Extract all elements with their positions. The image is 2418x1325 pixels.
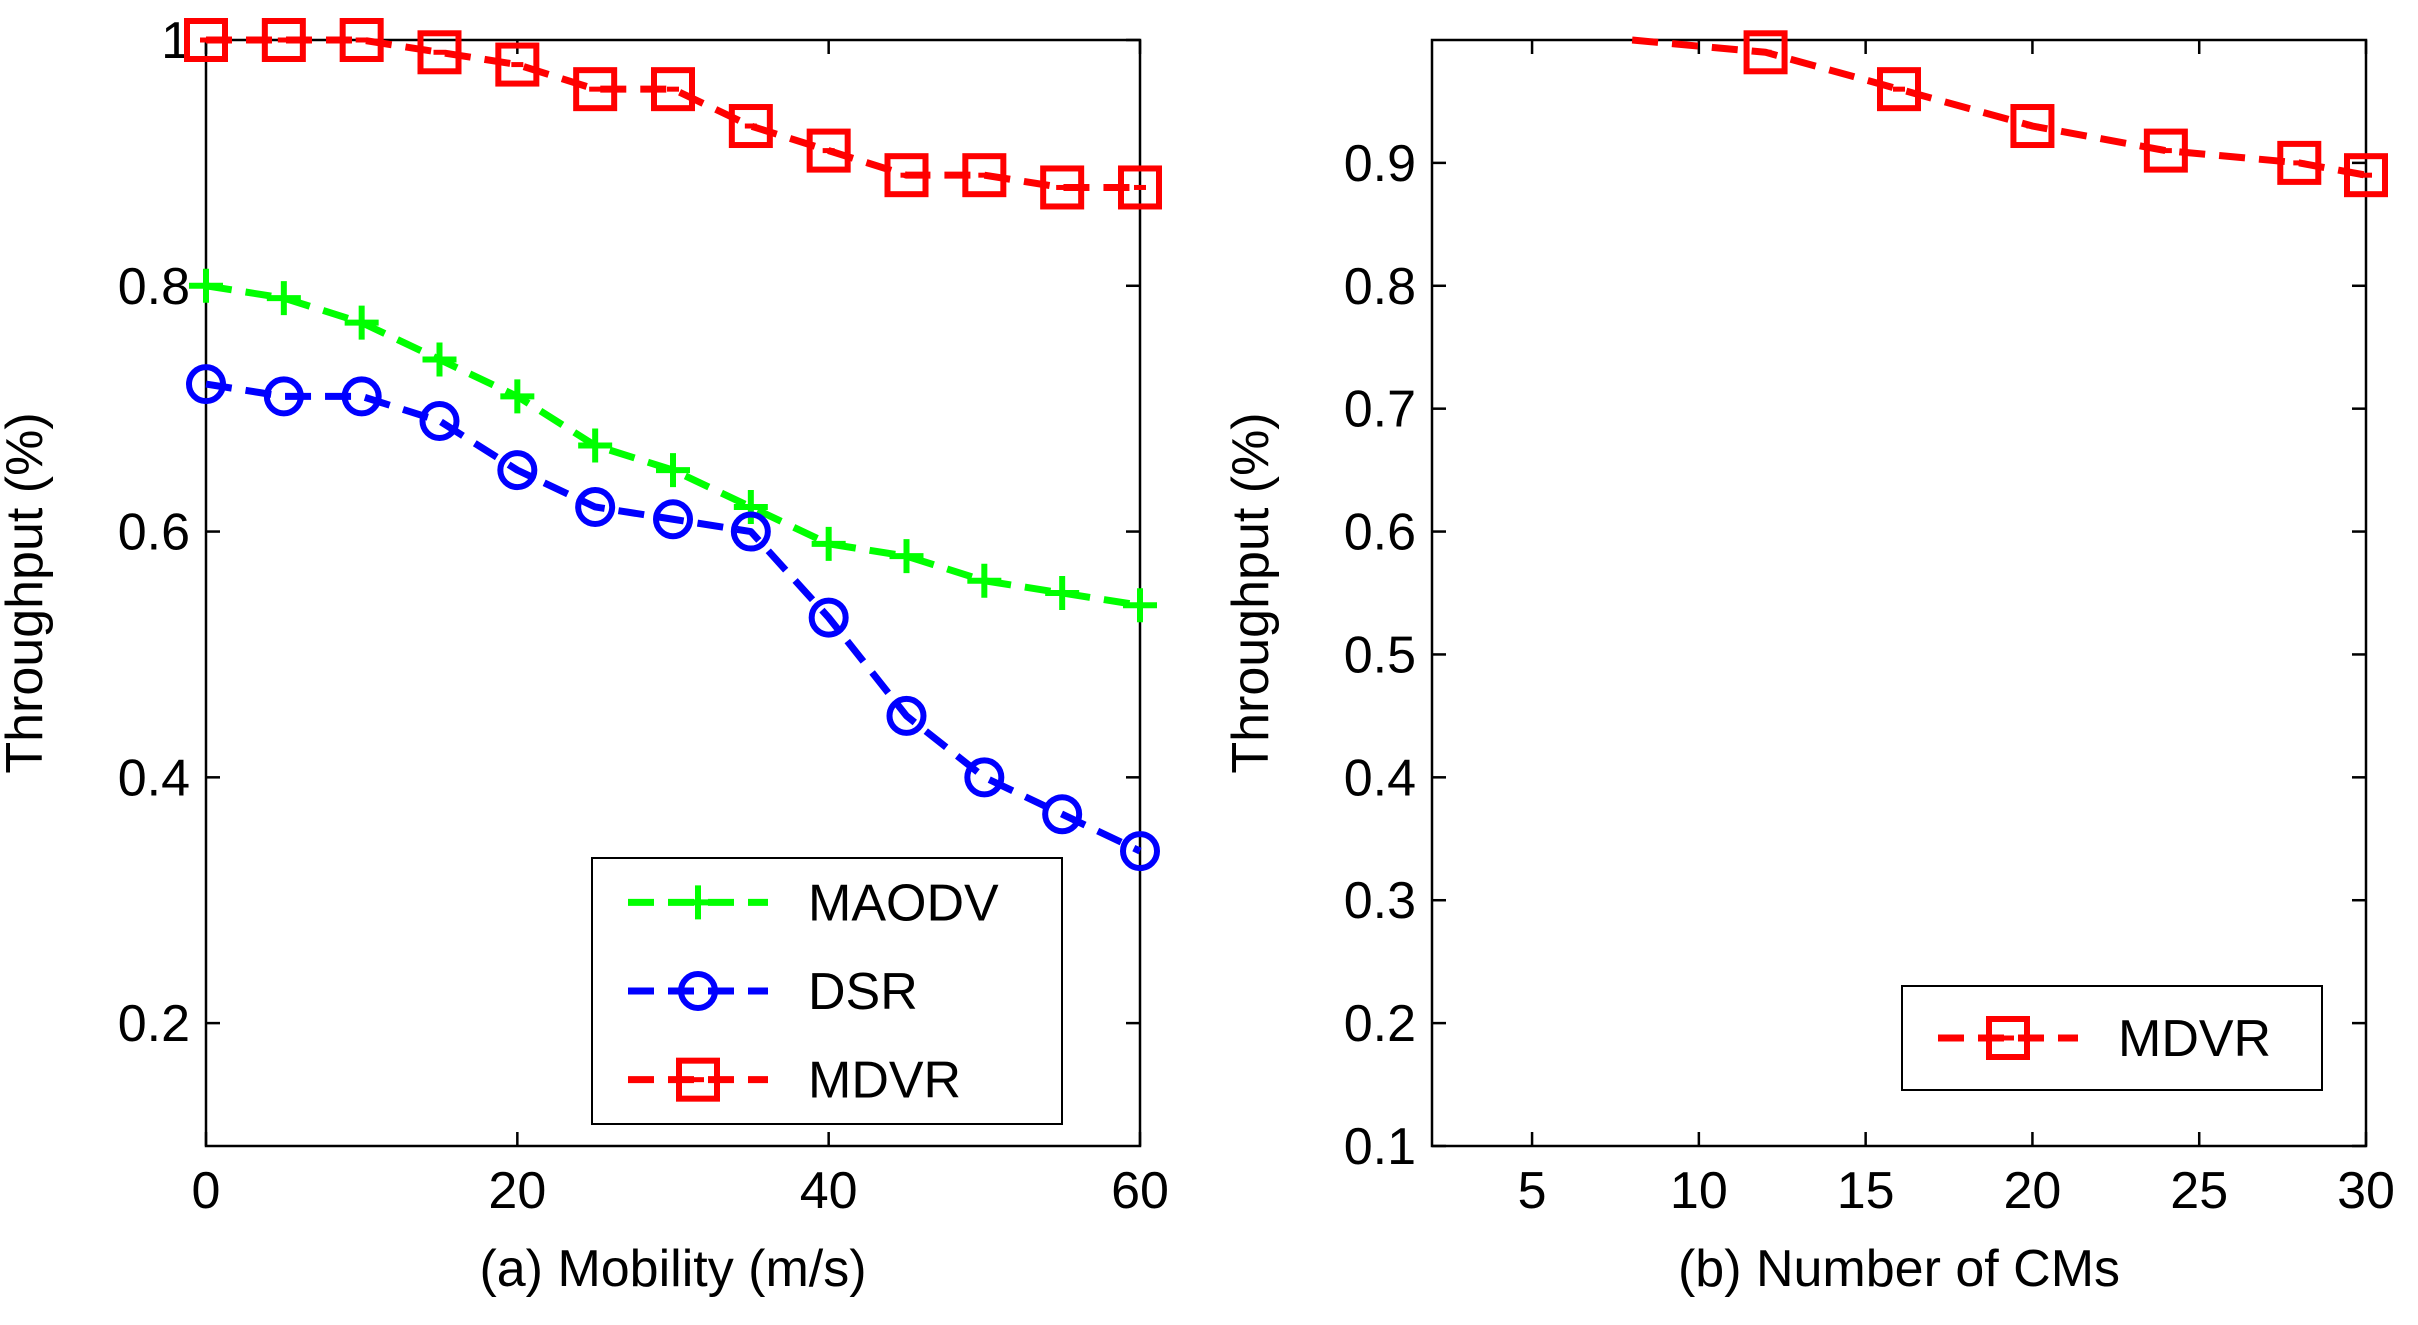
data-point-dsr — [1042, 794, 1083, 835]
chart-b-number-of-cms: 5 10 15 20 25 30 0.1 0.2 0.3 0.4 0.5 0.6 0.7 0.8 0.9 (b… — [1222, 30, 2395, 1298]
legend-marker-mdvr — [676, 1057, 720, 1102]
data-point-mdvr — [2010, 104, 2055, 149]
data-point-maodv — [967, 563, 1002, 598]
data-point-mdvr — [806, 128, 851, 173]
data-point-mdvr — [2277, 140, 2322, 185]
data-point-mdvr — [651, 67, 695, 112]
data-point-dsr — [186, 364, 226, 405]
y-tick-label: 0.2 — [118, 995, 190, 1053]
data-point-mdvr — [495, 42, 540, 87]
x-axis-label: (a) Mobility (m/s) — [479, 1240, 866, 1298]
data-point-mdvr — [2344, 153, 2388, 198]
series-mdvr — [1631, 30, 2388, 198]
x-tick-label: 5 — [1518, 1162, 1547, 1220]
y-tick-label: 0.6 — [1344, 504, 1416, 562]
data-point-mdvr — [2143, 128, 2188, 173]
data-point-maodv — [733, 489, 768, 524]
x-tick-label: 60 — [1111, 1162, 1169, 1220]
legend-marker-maodv — [681, 885, 715, 920]
x-axis-label: (b) Number of CMs — [1678, 1240, 2120, 1298]
x-tick-label: 20 — [488, 1162, 546, 1220]
x-tick-label: 40 — [800, 1162, 858, 1220]
data-point-dsr — [964, 757, 1005, 798]
y-tick-label: 0.9 — [1344, 135, 1416, 193]
data-point-maodv — [1123, 588, 1157, 623]
data-point-mdvr — [728, 104, 773, 149]
data-point-dsr — [808, 597, 849, 638]
y-tick-label: 0.6 — [118, 504, 190, 562]
data-point-dsr — [341, 376, 382, 417]
series-dsr — [186, 364, 1160, 872]
series-maodv — [189, 268, 1157, 623]
data-point-dsr — [653, 499, 693, 540]
legend: MDVR — [1901, 985, 2323, 1091]
legend-marker-mdvr — [1986, 1016, 2030, 1060]
y-tick-label: 0.7 — [1344, 381, 1416, 439]
data-point-mdvr — [962, 153, 1007, 198]
data-point-mdvr — [339, 18, 384, 62]
data-point-dsr — [497, 450, 538, 491]
data-point-maodv — [578, 428, 613, 463]
data-point-mdvr — [417, 30, 462, 75]
legend-box — [1901, 985, 2323, 1091]
data-point-dsr — [886, 695, 927, 736]
data-point-maodv — [656, 453, 690, 488]
data-point-maodv — [500, 379, 535, 414]
data-point-dsr — [730, 511, 771, 552]
y-axis-label: Throughput (%) — [0, 412, 54, 773]
x-tick-label: 25 — [2170, 1162, 2228, 1220]
data-point-maodv — [1045, 576, 1080, 610]
series-line-dsr — [205, 380, 1142, 855]
x-tick-label: 15 — [1837, 1162, 1895, 1220]
data-point-maodv — [811, 526, 846, 561]
y-tick-label: 0.2 — [1344, 995, 1416, 1053]
legend-label-maodv: MAODV — [808, 874, 999, 932]
data-point-maodv — [422, 342, 457, 377]
plot-frame — [1430, 38, 2368, 1148]
data-point-maodv — [889, 539, 924, 574]
data-point-mdvr — [184, 18, 228, 62]
y-tick-label: 0.1 — [1344, 1118, 1416, 1176]
data-point-maodv — [344, 305, 379, 340]
x-tick-label: 0 — [192, 1162, 221, 1220]
y-tick-label: 0.4 — [118, 749, 190, 807]
y-tick-label: 0.3 — [1344, 872, 1416, 930]
data-point-mdvr — [1743, 30, 1788, 75]
data-point-mdvr — [1877, 67, 1921, 112]
data-point-mdvr — [573, 67, 618, 112]
data-point-dsr — [263, 376, 304, 417]
x-tick-label: 20 — [2004, 1162, 2062, 1220]
legend-label-mdvr: MDVR — [2118, 1010, 2271, 1068]
series-mdvr — [184, 18, 1162, 210]
data-point-maodv — [266, 281, 301, 316]
y-tick-label: 0.4 — [1344, 749, 1416, 807]
series-line-maodv — [205, 282, 1141, 609]
data-point-mdvr — [884, 153, 929, 198]
data-point-dsr — [419, 400, 460, 441]
y-tick-label: 0.8 — [1344, 258, 1416, 316]
chart-a-mobility: 0 20 40 600.20.40.60.81(a) Mobility (m/s)Th… — [0, 12, 1169, 1298]
data-point-mdvr — [261, 18, 306, 62]
legend: MAODV DSR MDVR — [591, 857, 1063, 1125]
legend-marker-dsr — [678, 971, 718, 1011]
y-tick-label: 0.8 — [118, 258, 190, 316]
y-axis-label: Throughput (%) — [1222, 412, 1280, 773]
x-tick-label: 10 — [1670, 1162, 1728, 1220]
x-tick-label: 30 — [2337, 1162, 2395, 1220]
data-point-mdvr — [1040, 165, 1085, 210]
data-point-dsr — [1120, 831, 1160, 872]
y-tick-label: 0.5 — [1344, 626, 1416, 684]
data-point-dsr — [575, 486, 616, 527]
series-line-mdvr — [206, 36, 1140, 191]
series-line-mdvr — [1631, 36, 2367, 179]
data-point-maodv — [189, 268, 223, 303]
legend-label-mdvr: MDVR — [808, 1052, 961, 1110]
data-point-mdvr — [1118, 165, 1162, 210]
legend-label-dsr: DSR — [808, 963, 918, 1021]
